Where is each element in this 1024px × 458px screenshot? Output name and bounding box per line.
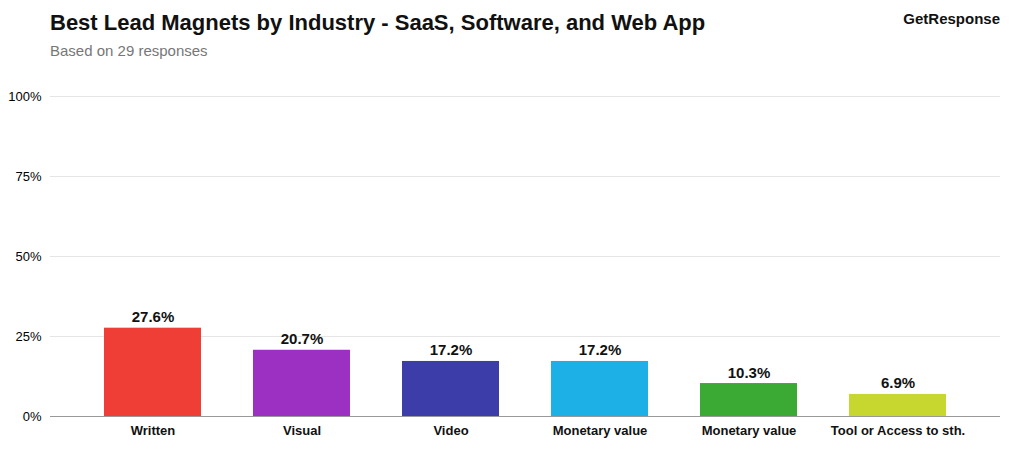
svg-text:0%: 0%: [23, 409, 42, 424]
svg-text:25%: 25%: [15, 329, 41, 344]
svg-text:17.2%: 17.2%: [579, 341, 622, 358]
svg-text:Monetary value: Monetary value: [702, 423, 797, 438]
svg-text:Monetary value: Monetary value: [553, 423, 648, 438]
svg-text:100%: 100%: [8, 89, 42, 104]
svg-text:27.6%: 27.6%: [132, 308, 175, 325]
html-text:Best Lead Magnets by Industry: Best Lead Magnets by Industry - SaaS, So…: [50, 10, 706, 35]
svg-text:6.9%: 6.9%: [881, 374, 915, 391]
html-text:GetResponse: GetResponse: [903, 10, 1000, 27]
svg-text:10.3%: 10.3%: [728, 364, 771, 381]
svg-text:50%: 50%: [15, 249, 41, 264]
svg-text:75%: 75%: [15, 169, 41, 184]
svg-text:Visual: Visual: [283, 423, 321, 438]
html-text:Based on 29 responses: Based on 29 responses: [50, 42, 208, 59]
svg-text:Tool or Access to sth.: Tool or Access to sth.: [831, 423, 965, 438]
svg-text:Video: Video: [433, 423, 468, 438]
svg-text:20.7%: 20.7%: [281, 330, 324, 347]
svg-text:Written: Written: [131, 423, 176, 438]
svg-text:17.2%: 17.2%: [430, 341, 473, 358]
